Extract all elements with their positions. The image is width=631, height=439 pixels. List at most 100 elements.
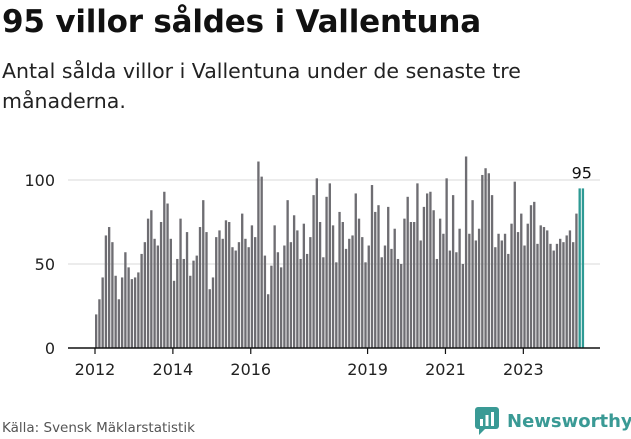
- x-tick-label: 2023: [503, 360, 544, 379]
- bar: [224, 220, 228, 348]
- bar: [429, 191, 432, 348]
- bar: [283, 245, 286, 348]
- bar: [221, 238, 224, 348]
- bar: [318, 222, 322, 348]
- bar: [296, 230, 299, 348]
- bar: [172, 280, 176, 348]
- axes: 0 50 100 95 2012 2014 2016 2019 2021 2023: [24, 163, 600, 379]
- bar: [422, 206, 426, 348]
- bar: [552, 250, 555, 348]
- bar: [117, 299, 121, 348]
- bar: [127, 267, 130, 348]
- bar: [387, 206, 390, 348]
- bar: [104, 235, 108, 348]
- bar: [487, 173, 490, 348]
- bar: [153, 238, 156, 348]
- bar: [403, 218, 406, 348]
- newsworthy-chart-icon: [475, 407, 499, 435]
- bar: [484, 168, 487, 348]
- bar: [143, 242, 147, 348]
- bar: [335, 262, 338, 348]
- bar: [312, 195, 315, 348]
- bar: [523, 245, 526, 348]
- chart-title: 95 villor såldes i Vallentuna: [2, 4, 481, 40]
- bar: [364, 262, 367, 348]
- bar: [211, 277, 215, 348]
- bar: [169, 238, 172, 348]
- bar: [370, 185, 374, 348]
- bar: [260, 176, 263, 348]
- bar: [315, 178, 318, 348]
- bar: [231, 247, 234, 348]
- bar: [500, 240, 503, 348]
- bar: [133, 277, 137, 348]
- bar: [146, 218, 150, 348]
- bar: [205, 232, 208, 348]
- bar: [413, 222, 416, 348]
- bar: [565, 235, 568, 348]
- bars: [95, 156, 585, 348]
- bar: [409, 222, 413, 348]
- bar: [202, 200, 205, 348]
- bar: [419, 240, 422, 348]
- bar: [438, 218, 442, 348]
- bar: [575, 213, 578, 348]
- bar: [338, 211, 341, 348]
- bar: [250, 225, 254, 348]
- bar: [241, 213, 244, 348]
- x-tick-label: 2016: [230, 360, 271, 379]
- bar: [189, 275, 192, 348]
- x-tick-label: 2012: [75, 360, 116, 379]
- bar: [341, 222, 344, 348]
- bar: [390, 248, 393, 348]
- bar: [292, 215, 296, 348]
- bar: [237, 242, 241, 348]
- bar: [507, 253, 510, 348]
- bar: [98, 299, 101, 348]
- bar: [228, 222, 231, 348]
- bar: [176, 258, 179, 348]
- newsworthy-logo[interactable]: Newsworthy: [475, 407, 631, 435]
- bar: [374, 211, 377, 348]
- bar: [309, 237, 312, 348]
- bar: [179, 218, 182, 348]
- bar: [568, 230, 572, 348]
- bar: [442, 233, 445, 348]
- bar: [305, 253, 309, 348]
- bar: [328, 183, 331, 348]
- bar: [432, 210, 435, 348]
- x-tick-label: 2014: [153, 360, 194, 379]
- bar: [497, 233, 500, 348]
- bar: [130, 279, 134, 348]
- bar: [156, 245, 159, 348]
- bar: [192, 260, 195, 348]
- x-tick-label: 2019: [347, 360, 388, 379]
- bar-highlight: [581, 188, 585, 348]
- y-tick-label: 100: [24, 171, 55, 190]
- bar: [270, 265, 273, 348]
- highlight-value-label: 95: [572, 163, 592, 182]
- bar: [361, 237, 364, 348]
- bar: [435, 258, 439, 348]
- bar: [299, 258, 302, 348]
- bar: [273, 225, 276, 348]
- bar: [464, 156, 468, 348]
- bar: [351, 235, 354, 348]
- bar: [95, 314, 98, 348]
- bar: [549, 243, 552, 348]
- bar: [383, 245, 387, 348]
- source-note: Källa: Svensk Mäklarstatistik: [2, 420, 195, 436]
- y-tick-label: 0: [45, 339, 55, 358]
- bar: [520, 213, 523, 348]
- bar-chart: 0 50 100 95 2012 2014 2016 2019 2021 2023: [24, 156, 600, 379]
- bar: [481, 174, 484, 348]
- bar: [546, 230, 549, 348]
- bar: [344, 248, 348, 348]
- bar: [526, 223, 529, 348]
- bar: [572, 242, 575, 348]
- bar: [445, 178, 448, 348]
- bar: [559, 238, 562, 348]
- bar: [289, 242, 293, 348]
- bar: [322, 257, 325, 348]
- bar: [513, 181, 516, 348]
